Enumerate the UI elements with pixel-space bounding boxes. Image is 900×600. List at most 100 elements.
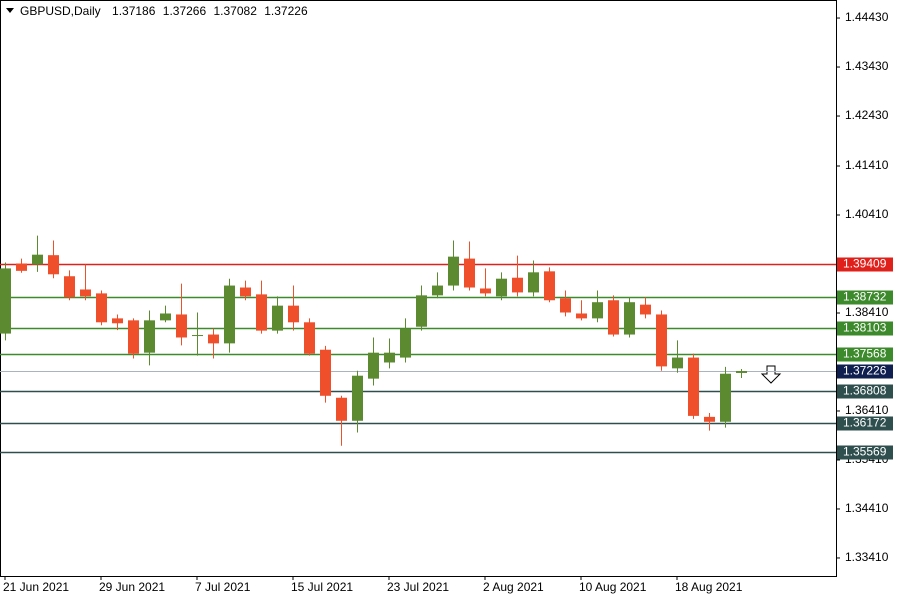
current-price-bg bbox=[837, 364, 893, 379]
candle bbox=[272, 296, 283, 334]
candle-body bbox=[560, 298, 571, 313]
menu-triangle bbox=[6, 8, 14, 13]
x-tick-label: 29 Jun 2021 bbox=[99, 580, 165, 594]
candle bbox=[656, 310, 667, 371]
candle-body bbox=[256, 294, 267, 331]
candle-body bbox=[64, 276, 75, 298]
candle bbox=[80, 264, 91, 301]
level-label: 1.38103 bbox=[843, 321, 887, 335]
level-label: 1.37568 bbox=[843, 347, 887, 361]
candle-body bbox=[304, 322, 315, 354]
y-tick-label: 1.38410 bbox=[845, 305, 889, 319]
candle bbox=[352, 370, 363, 433]
y-tick-label: 1.34410 bbox=[845, 501, 889, 515]
y-tick-label: 1.40410 bbox=[845, 207, 889, 221]
candle bbox=[560, 290, 571, 317]
y-tick-label: 1.42430 bbox=[845, 108, 889, 122]
candle-body bbox=[272, 305, 283, 331]
candle-body bbox=[112, 318, 123, 324]
candle bbox=[400, 318, 411, 363]
candle bbox=[720, 366, 731, 428]
candle bbox=[320, 345, 331, 403]
candle bbox=[608, 295, 619, 337]
candle-body bbox=[224, 285, 235, 344]
y-tick-label: 1.44430 bbox=[845, 10, 889, 24]
level-label-bg bbox=[837, 416, 893, 431]
candle-body bbox=[352, 375, 363, 421]
x-tick-label: 15 Jul 2021 bbox=[291, 580, 353, 594]
candle bbox=[176, 283, 187, 346]
candle-body bbox=[48, 255, 59, 275]
candle-body bbox=[416, 295, 427, 327]
candle-body bbox=[656, 314, 667, 367]
candle bbox=[496, 272, 507, 301]
candle-body bbox=[624, 302, 635, 335]
candle bbox=[240, 280, 251, 301]
candle-body bbox=[128, 320, 139, 354]
candle-body bbox=[640, 304, 651, 315]
candle-body bbox=[160, 313, 171, 321]
candle-body bbox=[16, 263, 27, 271]
candle bbox=[544, 267, 555, 303]
level-label: 1.36808 bbox=[843, 384, 887, 398]
candle bbox=[416, 285, 427, 331]
candle-body bbox=[592, 302, 603, 319]
level-label-bg bbox=[837, 290, 893, 305]
x-tick-label: 21 Jun 2021 bbox=[3, 580, 69, 594]
candle bbox=[96, 290, 107, 326]
candle-body bbox=[576, 313, 587, 319]
level-label-bg bbox=[837, 384, 893, 399]
candle-body bbox=[432, 285, 443, 296]
candle-body bbox=[496, 278, 507, 297]
candle-body bbox=[288, 305, 299, 323]
candle bbox=[192, 312, 203, 356]
candle-body bbox=[96, 293, 107, 323]
y-tick-label: 1.36410 bbox=[845, 403, 889, 417]
candle-body bbox=[240, 287, 251, 297]
candle-body bbox=[336, 397, 347, 421]
candle bbox=[736, 369, 747, 379]
level-label: 1.35569 bbox=[843, 445, 887, 459]
level-label-bg bbox=[837, 257, 893, 272]
candle bbox=[464, 241, 475, 291]
candle bbox=[128, 318, 139, 359]
candle bbox=[144, 310, 155, 366]
chart-header: GBPUSD,Daily 1.37186 1.37266 1.37082 1.3… bbox=[20, 4, 308, 18]
candle bbox=[336, 395, 347, 446]
candle-body bbox=[464, 258, 475, 288]
level-label-bg bbox=[837, 347, 893, 362]
candle-body bbox=[384, 352, 395, 363]
candle-body bbox=[32, 254, 43, 265]
candle-body bbox=[736, 370, 747, 373]
candle bbox=[304, 318, 315, 356]
x-tick-label: 18 Aug 2021 bbox=[675, 580, 743, 594]
candle bbox=[256, 280, 267, 334]
current-price-label: 1.37226 bbox=[843, 364, 887, 378]
candle bbox=[624, 297, 635, 338]
level-label-bg bbox=[837, 321, 893, 336]
candle bbox=[512, 255, 523, 297]
candle bbox=[384, 338, 395, 369]
x-tick-label: 2 Aug 2021 bbox=[483, 580, 544, 594]
candle bbox=[688, 353, 699, 419]
candle-body bbox=[720, 373, 731, 422]
candle bbox=[64, 270, 75, 301]
header-value: 1.37226 bbox=[264, 4, 308, 18]
candle-body bbox=[480, 288, 491, 294]
candle-body bbox=[528, 272, 539, 293]
candle-body bbox=[688, 357, 699, 416]
x-tick-label: 7 Jul 2021 bbox=[195, 580, 251, 594]
candle-body bbox=[0, 268, 11, 334]
y-tick-label: 1.43430 bbox=[845, 59, 889, 73]
x-tick-label: 10 Aug 2021 bbox=[579, 580, 647, 594]
candle bbox=[112, 314, 123, 331]
level-label: 1.39409 bbox=[843, 257, 887, 271]
candle bbox=[368, 337, 379, 386]
candle bbox=[208, 328, 219, 359]
candle bbox=[576, 300, 587, 321]
x-tick-label: 23 Jul 2021 bbox=[387, 580, 449, 594]
candle bbox=[704, 412, 715, 431]
candle-body bbox=[608, 300, 619, 335]
candle bbox=[480, 268, 491, 297]
